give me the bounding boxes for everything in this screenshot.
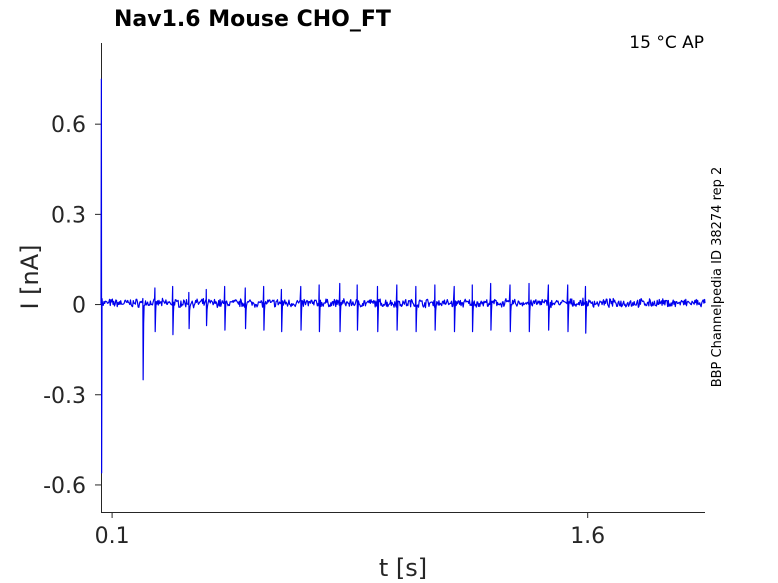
current-trace-line	[100, 78, 706, 474]
x-tick-label: 0.1	[95, 524, 130, 549]
y-tick-label: -0.3	[43, 384, 86, 409]
y-tick-label: -0.6	[43, 474, 86, 499]
chart-title: Nav1.6 Mouse CHO_FT	[114, 7, 391, 32]
x-axis-ticks: 0.1 1.6	[95, 512, 605, 549]
y-axis-ticks: -0.6 -0.3 0 0.3 0.6	[43, 113, 101, 499]
channelpedia-id-label: BBP Channelpedia ID 38274 rep 2	[710, 167, 725, 388]
y-tick-label: 0	[72, 294, 86, 319]
temperature-protocol-label: 15 °C AP	[629, 33, 704, 53]
y-tick-label: 0.6	[51, 113, 86, 138]
x-tick-label: 1.6	[570, 524, 605, 549]
y-tick-label: 0.3	[51, 203, 86, 228]
x-axis-label: t [s]	[379, 554, 427, 582]
y-axis-label: I [nA]	[16, 244, 44, 309]
